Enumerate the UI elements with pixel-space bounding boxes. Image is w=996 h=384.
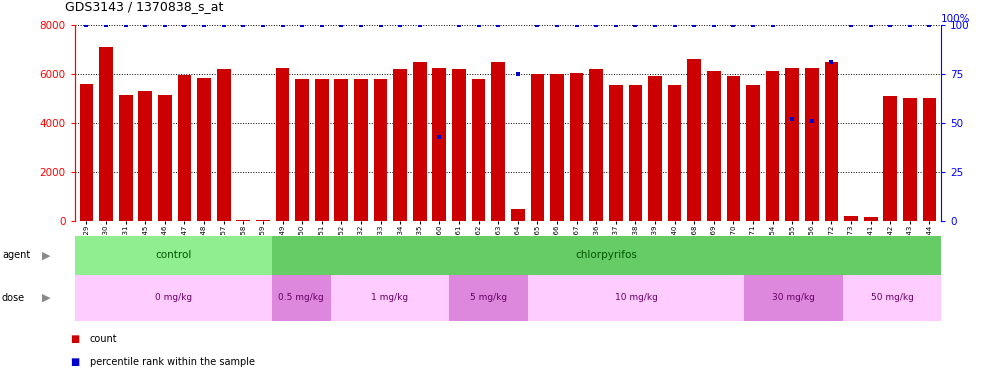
Bar (667, 85, 681, 221)
Bar (903, 98, 916, 221)
Text: 100%: 100% (941, 14, 971, 24)
Bar (531, 74, 544, 221)
Bar (158, 95, 171, 221)
Bar (272, 236, 941, 275)
Bar (550, 74, 564, 221)
Bar (707, 71, 721, 221)
Bar (197, 78, 211, 221)
Bar (609, 85, 622, 221)
Bar (177, 75, 191, 221)
Bar (432, 68, 446, 221)
Bar (335, 79, 349, 221)
Bar (413, 62, 426, 221)
Bar (452, 69, 466, 221)
Bar (331, 275, 449, 321)
Text: chlorpyrifos: chlorpyrifos (576, 250, 637, 260)
Text: 50 mg/kg: 50 mg/kg (871, 293, 913, 302)
Bar (80, 84, 94, 221)
Bar (590, 69, 603, 221)
Bar (883, 96, 897, 221)
Bar (393, 69, 407, 221)
Text: 30 mg/kg: 30 mg/kg (772, 293, 815, 302)
Text: count: count (90, 334, 118, 344)
Bar (491, 62, 505, 221)
Text: GDS3143 / 1370838_s_at: GDS3143 / 1370838_s_at (65, 0, 223, 13)
Text: percentile rank within the sample: percentile rank within the sample (90, 357, 255, 367)
Bar (295, 79, 309, 221)
Bar (217, 69, 230, 221)
Bar (449, 275, 528, 321)
Bar (276, 68, 290, 221)
Bar (511, 209, 525, 221)
Bar (922, 98, 936, 221)
Text: ▶: ▶ (42, 250, 51, 260)
Text: ■: ■ (70, 334, 79, 344)
Bar (843, 275, 941, 321)
Bar (766, 71, 780, 221)
Bar (825, 62, 839, 221)
Bar (236, 220, 250, 221)
Bar (138, 91, 152, 221)
Text: 0 mg/kg: 0 mg/kg (154, 293, 192, 302)
Bar (726, 76, 740, 221)
Text: ▶: ▶ (42, 293, 51, 303)
Bar (786, 68, 799, 221)
Text: 1 mg/kg: 1 mg/kg (372, 293, 408, 302)
Bar (628, 85, 642, 221)
Bar (354, 79, 368, 221)
Bar (744, 275, 843, 321)
Bar (472, 79, 485, 221)
Bar (374, 79, 387, 221)
Bar (570, 73, 584, 221)
Bar (272, 275, 331, 321)
Bar (746, 85, 760, 221)
Text: agent: agent (2, 250, 30, 260)
Bar (75, 275, 272, 321)
Bar (119, 95, 132, 221)
Text: ■: ■ (70, 357, 79, 367)
Text: dose: dose (2, 293, 25, 303)
Text: 0.5 mg/kg: 0.5 mg/kg (278, 293, 324, 302)
Text: 5 mg/kg: 5 mg/kg (470, 293, 507, 302)
Bar (648, 76, 662, 221)
Text: 10 mg/kg: 10 mg/kg (615, 293, 657, 302)
Bar (805, 68, 819, 221)
Text: control: control (155, 250, 191, 260)
Bar (864, 217, 877, 221)
Bar (100, 47, 113, 221)
Bar (256, 220, 270, 221)
Bar (528, 275, 744, 321)
Bar (75, 236, 272, 275)
Bar (687, 59, 701, 221)
Bar (315, 79, 329, 221)
Bar (845, 216, 858, 221)
